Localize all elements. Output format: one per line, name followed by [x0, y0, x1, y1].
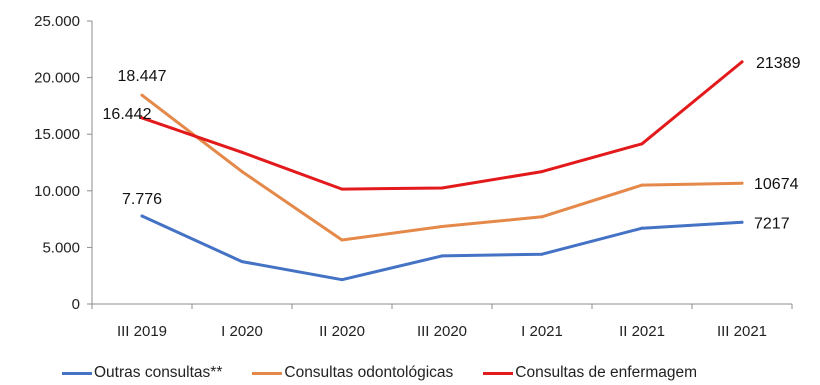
chart-legend: Outras consultas** Consultas odontológica… [62, 364, 697, 382]
x-tick-label: I 2020 [221, 323, 263, 340]
data-point [340, 278, 344, 282]
data-point [640, 142, 644, 146]
x-tick-label: III 2019 [117, 323, 167, 340]
data-point [640, 226, 644, 230]
y-tick-label: 25.000 [34, 13, 80, 30]
series-line-3 [140, 60, 744, 191]
legend-label: Consultas de enfermagem [515, 364, 698, 381]
legend-swatch [483, 371, 514, 375]
data-point [640, 183, 644, 187]
data-point [740, 181, 744, 185]
x-tick-label: III 2020 [417, 323, 467, 340]
data-label: 21389 [756, 55, 801, 72]
data-label: 16.442 [103, 106, 152, 123]
x-tick-label: I 2021 [521, 323, 563, 340]
legend-swatch [62, 371, 92, 375]
y-tick-label: 10.000 [34, 183, 80, 200]
legend-label: Outras consultas** [94, 364, 223, 381]
data-point [240, 150, 244, 154]
data-point [140, 214, 144, 218]
data-point [540, 252, 544, 256]
y-tick-label: 5.000 [42, 239, 80, 256]
series-line-2 [140, 93, 744, 242]
y-tick-label: 0 [72, 296, 80, 313]
data-point [340, 187, 344, 191]
data-point [440, 224, 444, 228]
x-tick-label: II 2020 [319, 323, 365, 340]
data-label: 10674 [754, 176, 799, 193]
data-label: 7217 [754, 215, 790, 232]
data-point [440, 186, 444, 190]
legend-item: Outras consultas** [62, 364, 222, 382]
data-point [740, 60, 744, 64]
legend-swatch [252, 371, 283, 375]
data-point [140, 116, 144, 120]
data-point [240, 170, 244, 174]
chart-axes: 0 5.000 10.000 15.000 20.000 25.000 III 2019 I … [34, 13, 793, 340]
data-point [740, 220, 744, 224]
x-tick-label: II 2021 [619, 323, 665, 340]
data-point [540, 170, 544, 174]
data-label: 18.447 [118, 68, 167, 85]
y-tick-label: 15.000 [34, 126, 80, 143]
y-tick-label: 20.000 [34, 70, 80, 87]
chart-data-labels: 7.776 7217 18.447 10674 16.442 21389 [103, 55, 801, 232]
data-point [540, 215, 544, 219]
data-point [240, 260, 244, 264]
data-point [340, 238, 344, 242]
legend-item: Consultas odontológicas [252, 364, 453, 382]
legend-label: Consultas odontológicas [284, 364, 454, 381]
x-tick-label: III 2021 [717, 323, 767, 340]
data-point [140, 93, 144, 97]
chart-series [140, 60, 744, 282]
line-chart: 0 5.000 10.000 15.000 20.000 25.000 III 2019 I … [34, 13, 801, 340]
data-point [440, 254, 444, 258]
data-label: 7.776 [122, 191, 162, 208]
legend-item: Consultas de enfermagem [483, 364, 697, 382]
